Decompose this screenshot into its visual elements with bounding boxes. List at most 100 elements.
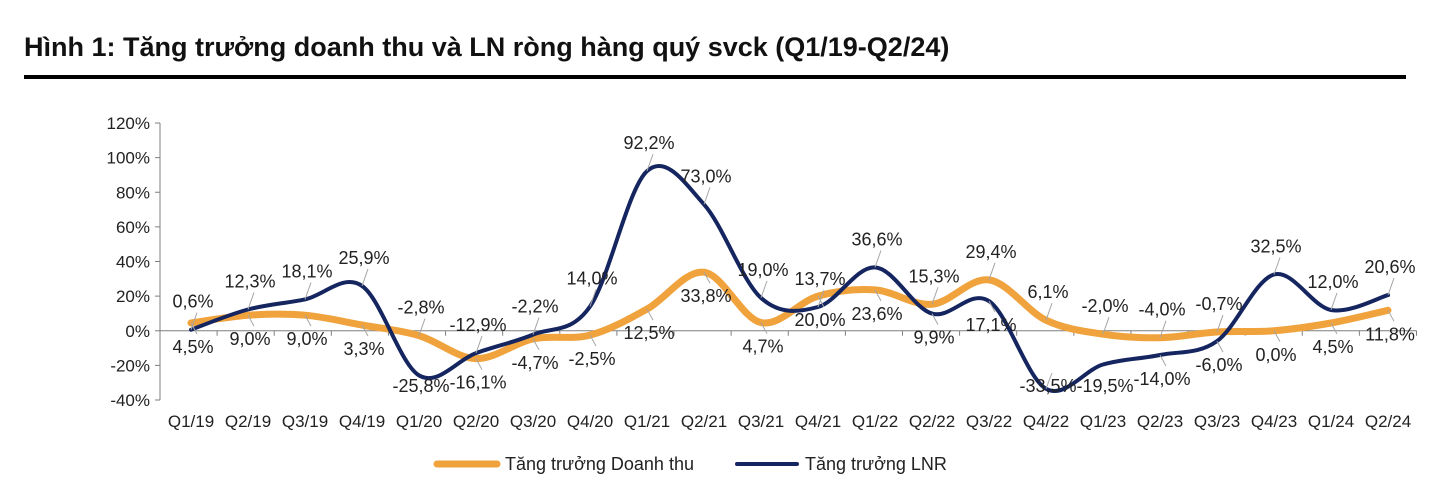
leader-line <box>1045 372 1053 389</box>
y-tick-label: 60% <box>116 218 150 237</box>
leader-line <box>532 317 540 335</box>
x-tick-label: Q4/19 <box>339 412 385 431</box>
revenue-data-label: -2,0% <box>1081 296 1128 316</box>
leader-line <box>703 187 711 205</box>
x-tick-label: Q4/21 <box>795 412 841 431</box>
leader-line <box>418 318 426 336</box>
profit-data-label: 17,1% <box>965 315 1016 335</box>
x-tick-label: Q4/20 <box>567 412 613 431</box>
leader-line <box>646 153 654 172</box>
revenue-data-label: 4,5% <box>1312 337 1353 357</box>
leader-line <box>1216 340 1224 353</box>
profit-data-label: 12,0% <box>1307 272 1358 292</box>
legend: Tăng trưởng Doanh thu Tăng trưởng LNR <box>433 454 947 474</box>
x-tick-label: Q4/22 <box>1023 412 1069 431</box>
leader-line <box>931 287 939 305</box>
revenue-data-label: 33,8% <box>680 286 731 306</box>
leader-line <box>589 334 597 347</box>
leader-line <box>703 271 711 284</box>
y-tick-label: 120% <box>107 114 150 133</box>
leader-line <box>760 322 768 334</box>
leader-line <box>1387 277 1395 296</box>
leader-line <box>1330 322 1338 335</box>
leader-line <box>988 262 996 281</box>
leader-line <box>646 308 654 321</box>
x-tick-label: Q1/21 <box>624 412 670 431</box>
profit-growth-line <box>189 164 1390 393</box>
x-tick-label: Q1/19 <box>168 412 214 431</box>
leader-line <box>1102 317 1110 335</box>
revenue-data-label: 20,0% <box>794 310 845 330</box>
legend-label: Tăng trưởng Doanh thu <box>505 454 694 474</box>
profit-data-label: -33,5% <box>1019 376 1076 396</box>
leader-line <box>247 292 255 310</box>
label-leader-lines <box>190 153 1395 389</box>
profit-data-label: 9,9% <box>913 328 954 348</box>
x-tick-label: Q1/24 <box>1308 412 1354 431</box>
revenue-data-label: 0,0% <box>1255 345 1296 365</box>
x-tick-label: Q3/21 <box>738 412 784 431</box>
revenue-data-label: 23,6% <box>851 304 902 324</box>
leader-line <box>304 282 312 300</box>
revenue-data-label: -4,0% <box>1138 300 1185 320</box>
revenue-data-label: 6,1% <box>1027 282 1068 302</box>
leader-line <box>874 250 882 268</box>
x-tick-label: Q3/19 <box>282 412 328 431</box>
profit-data-label: 32,5% <box>1250 236 1301 256</box>
y-tick-label: 20% <box>116 287 150 306</box>
x-tick-label: Q3/23 <box>1194 412 1240 431</box>
revenue-data-label: 11,8% <box>1365 324 1415 344</box>
leader-line <box>532 338 540 351</box>
leader-line <box>1387 310 1395 322</box>
profit-data-label: -25,8% <box>392 376 449 396</box>
y-tick-label: -20% <box>110 356 150 375</box>
profit-data-label: -6,0% <box>1195 355 1242 375</box>
profit-data-label: 12,3% <box>224 271 275 291</box>
leader-line <box>1045 303 1053 321</box>
leader-line <box>1216 314 1224 333</box>
y-tick-label: -40% <box>110 391 150 410</box>
revenue-data-label: 4,7% <box>742 337 783 357</box>
revenue-data-label: 3,3% <box>343 339 384 359</box>
leader-line <box>931 313 939 325</box>
x-tick-label: Q2/22 <box>909 412 955 431</box>
revenue-data-label: -16,1% <box>449 373 506 393</box>
revenue-data-label: -0,7% <box>1195 294 1242 314</box>
profit-data-label: 36,6% <box>851 229 902 249</box>
y-axis: -40% -20% 0% 20% 40% 60% 80% 100% 120% <box>107 114 161 410</box>
profit-data-label: 0,6% <box>172 292 213 312</box>
title-rule <box>24 75 1406 79</box>
y-tick-label: 40% <box>116 253 150 272</box>
leader-line <box>988 300 996 313</box>
revenue-data-label: 12,5% <box>623 323 674 343</box>
leader-line <box>304 314 312 327</box>
leader-line <box>361 324 369 337</box>
y-tick-label: 80% <box>116 183 150 202</box>
leader-line <box>190 312 198 330</box>
data-labels: 4,5% 9,0% 9,0% 3,3% -2,8% -16,1%-4,7% -2,5% 12,… <box>172 133 1415 396</box>
profit-data-label: -19,5% <box>1076 376 1133 396</box>
leader-line <box>760 280 768 299</box>
leader-line <box>874 289 882 302</box>
x-tick-label: Q2/24 <box>1365 412 1411 431</box>
legend-item: Tăng trưởng Doanh thu <box>433 454 694 474</box>
leader-line <box>817 289 825 308</box>
leader-line <box>247 314 255 327</box>
page-title: Hình 1: Tăng trưởng doanh thu và LN ròng… <box>24 32 950 62</box>
profit-data-label: -2,2% <box>511 297 558 317</box>
leader-line <box>190 322 198 335</box>
x-tick-label: Q1/20 <box>396 412 442 431</box>
revenue-data-label: 29,4% <box>965 242 1016 262</box>
x-tick-label: Q1/23 <box>1080 412 1126 431</box>
revenue-data-label: 4,5% <box>172 337 213 357</box>
profit-data-label: 14,0% <box>566 269 617 289</box>
profit-data-label: 25,9% <box>338 248 389 268</box>
legend-item: Tăng trưởng LNR <box>735 454 947 474</box>
leader-line <box>1159 320 1167 338</box>
profit-data-label: -12,9% <box>449 315 506 335</box>
leader-line <box>589 289 597 307</box>
x-tick-label: Q3/22 <box>966 412 1012 431</box>
profit-data-label: 20,6% <box>1364 257 1415 277</box>
profit-data-label: 73,0% <box>680 166 731 186</box>
leader-line <box>475 358 483 370</box>
